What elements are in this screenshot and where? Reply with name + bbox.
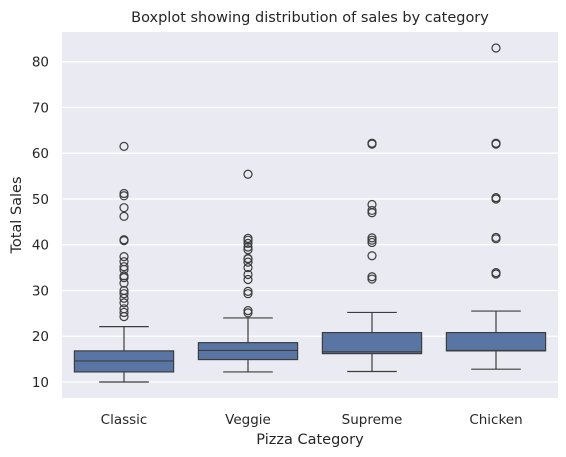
y-tick-label: 80 (32, 55, 49, 71)
outlier-point (243, 263, 253, 273)
outlier-point (119, 304, 129, 314)
outlier-point (243, 286, 253, 297)
y-tick-label: 60 (32, 146, 49, 162)
box-group-classic (73, 141, 175, 383)
outlier-point (119, 262, 129, 272)
outlier-point (119, 252, 129, 262)
y-tick-label: 10 (32, 375, 49, 391)
outlier-point (243, 274, 253, 285)
outlier-point (243, 306, 253, 316)
iqr-box (445, 331, 547, 352)
outlier-point (367, 233, 377, 243)
x-axis-label: Pizza Category (256, 432, 364, 448)
outlier-point (243, 238, 253, 248)
outlier-point (243, 169, 253, 179)
chart-title: Boxplot showing distribution of sales by… (131, 10, 489, 26)
outlier-point (367, 274, 377, 284)
box-group-chicken (445, 43, 547, 370)
outlier-point (367, 138, 377, 148)
outlier-point (119, 235, 129, 245)
x-tick-label: Chicken (469, 412, 522, 428)
x-tick-labels: Classic Veggie Supreme Chicken (101, 412, 523, 428)
iqr-box (197, 342, 299, 361)
y-tick-label: 40 (32, 238, 49, 254)
outlier-point (243, 242, 253, 252)
outlier-point (367, 272, 377, 282)
outlier-point (367, 237, 377, 248)
outlier-point (119, 307, 129, 318)
outlier-point (119, 278, 129, 288)
outlier-point (119, 257, 129, 267)
outlier-point (119, 271, 129, 281)
x-tick-label: Supreme (342, 412, 403, 428)
box-group-supreme (321, 138, 423, 373)
outlier-point (243, 308, 253, 318)
outlier-point (243, 257, 253, 267)
outlier-point (491, 43, 501, 53)
outlier-point (119, 211, 129, 221)
outlier-point (243, 269, 253, 280)
outlier-point (491, 232, 501, 243)
y-tick-label: 70 (32, 100, 49, 116)
outlier-point (243, 245, 253, 255)
x-tick-label: Veggie (225, 412, 271, 428)
outlier-point (367, 199, 377, 210)
outlier-point (119, 203, 129, 213)
outlier-point (119, 298, 129, 308)
outlier-point (119, 141, 129, 151)
outlier-point (119, 289, 129, 299)
outlier-point (119, 285, 129, 296)
y-tick-label: 20 (32, 329, 49, 345)
y-tick-label: 50 (32, 192, 49, 208)
outlier-point (119, 191, 129, 201)
outlier-point (491, 193, 501, 203)
iqr-box (321, 331, 423, 355)
outlier-point (491, 268, 501, 278)
outlier-point (367, 235, 377, 245)
outlier-point (491, 138, 501, 148)
y-tick-label: 30 (32, 283, 49, 299)
outlier-point (367, 205, 377, 216)
outlier-point (119, 188, 129, 199)
outlier-point (243, 233, 253, 243)
box-group-veggie (197, 169, 299, 373)
box-marks (73, 43, 547, 383)
outlier-point (243, 253, 253, 264)
outlier-point (243, 289, 253, 299)
outlier-point (367, 251, 377, 261)
y-axis-label: Total Sales (9, 176, 25, 254)
x-tick-label: Classic (101, 412, 148, 428)
y-tick-labels: 10 20 30 40 50 60 70 80 (32, 55, 49, 391)
